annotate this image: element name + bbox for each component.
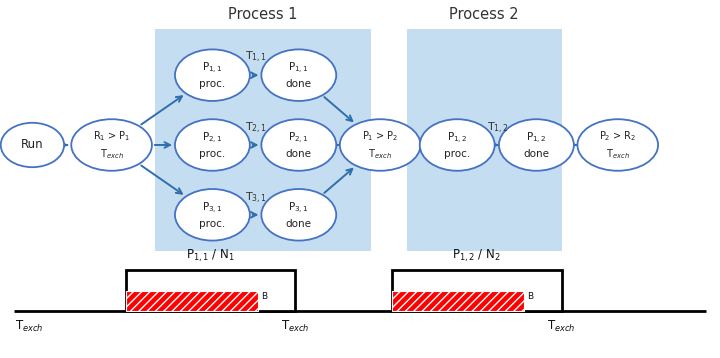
Text: T$_{1,1}$: T$_{1,1}$ [246, 50, 267, 65]
Ellipse shape [261, 49, 336, 101]
Text: B: B [261, 291, 267, 301]
Text: B: B [527, 291, 534, 301]
Text: T$_{3,1}$: T$_{3,1}$ [246, 191, 267, 206]
Bar [392, 291, 524, 311]
Bar [126, 291, 258, 311]
Bar [126, 291, 258, 311]
Text: P$_2$ > R$_2$
T$_{exch}$: P$_2$ > R$_2$ T$_{exch}$ [599, 130, 636, 160]
Ellipse shape [71, 119, 152, 171]
Text: Process 2: Process 2 [449, 7, 519, 22]
Text: P$_1$ > P$_2$
T$_{exch}$: P$_1$ > P$_2$ T$_{exch}$ [362, 130, 398, 160]
Text: P$_{1,1}$
proc.: P$_{1,1}$ proc. [199, 61, 225, 89]
Ellipse shape [1, 123, 64, 167]
Bar [407, 29, 562, 251]
Text: P$_{2,1}$
proc.: P$_{2,1}$ proc. [199, 131, 225, 159]
Bar [392, 291, 524, 311]
Text: T$_{exch}$: T$_{exch}$ [281, 319, 310, 334]
Text: N$_2$ = 1: N$_2$ = 1 [457, 268, 511, 287]
Text: N$_1$ = 3: N$_1$ = 3 [235, 268, 290, 287]
Ellipse shape [261, 189, 336, 241]
Text: P$_{1,2}$
done: P$_{1,2}$ done [523, 131, 549, 159]
Text: P$_{1,1}$
done: P$_{1,1}$ done [286, 61, 312, 89]
Text: P$_{1,2}$
proc.: P$_{1,2}$ proc. [444, 131, 470, 159]
Text: T$_{1,2}$: T$_{1,2}$ [487, 121, 509, 136]
Text: P$_{2,1}$
done: P$_{2,1}$ done [286, 131, 312, 159]
Ellipse shape [261, 119, 336, 171]
Ellipse shape [175, 119, 250, 171]
Ellipse shape [175, 189, 250, 241]
Text: P$_{3,1}$
done: P$_{3,1}$ done [286, 201, 312, 229]
Ellipse shape [420, 119, 495, 171]
Text: Run: Run [21, 139, 44, 151]
Text: T$_{2,1}$: T$_{2,1}$ [246, 121, 267, 136]
Ellipse shape [499, 119, 574, 171]
Text: T$_{exch}$: T$_{exch}$ [547, 319, 576, 334]
Ellipse shape [340, 119, 420, 171]
Text: R$_1$ > P$_1$
T$_{exch}$: R$_1$ > P$_1$ T$_{exch}$ [93, 130, 130, 160]
Bar [155, 29, 371, 251]
Ellipse shape [577, 119, 658, 171]
Bar [392, 270, 562, 311]
Ellipse shape [175, 49, 250, 101]
Text: T$_{exch}$: T$_{exch}$ [14, 319, 43, 334]
Text: P$_{1,2}$ / N$_2$: P$_{1,2}$ / N$_2$ [452, 247, 502, 264]
Bar [392, 291, 524, 311]
Text: P$_{1,1}$ / N$_1$: P$_{1,1}$ / N$_1$ [186, 247, 235, 264]
Bar [126, 291, 258, 311]
Bar [126, 270, 295, 311]
Text: P$_{3,1}$
proc.: P$_{3,1}$ proc. [199, 201, 225, 229]
Text: Process 1: Process 1 [228, 7, 297, 22]
